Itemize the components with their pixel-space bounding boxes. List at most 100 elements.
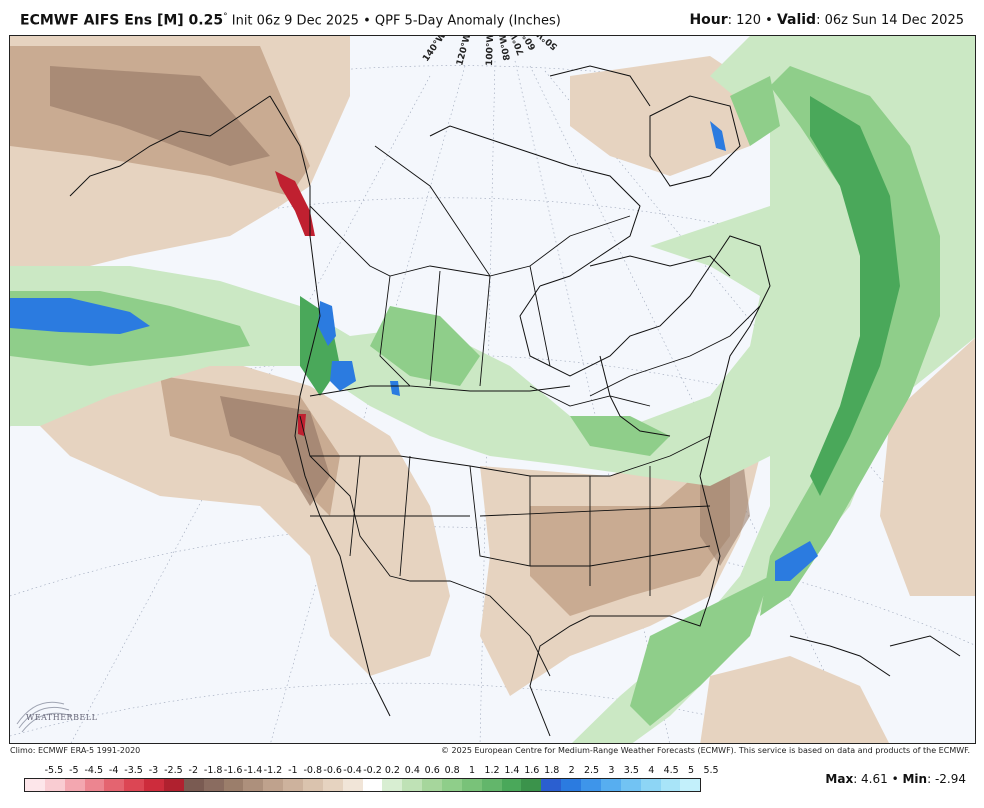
colorbar-swatch bbox=[640, 779, 661, 791]
model-name: ECMWF AIFS Ens [M] 0.25 bbox=[20, 12, 224, 29]
colorbar-tick-label: 1.4 bbox=[504, 765, 520, 776]
colorbar-tick-label: -4.5 bbox=[84, 765, 104, 776]
hour-value: : 120 bbox=[727, 13, 761, 28]
colorbar-swatch bbox=[521, 779, 542, 791]
anomaly-shading bbox=[10, 36, 975, 743]
min-value: : -2.94 bbox=[927, 772, 966, 786]
colorbar-tick-label: 4 bbox=[648, 765, 655, 776]
map-panel[interactable]: 140°W 120°W 100°W 80°W 70°W 60°W 50°W bbox=[9, 35, 976, 744]
colorbar-swatch bbox=[144, 779, 165, 791]
product-name: QPF 5-Day Anomaly (Inches) bbox=[374, 13, 561, 29]
colorbar-swatch bbox=[402, 779, 423, 791]
colorbar-tick-label: 1.8 bbox=[544, 765, 560, 776]
lon-label: 120°W bbox=[455, 36, 473, 67]
colorbar-swatch bbox=[342, 779, 363, 791]
colorbar-swatch bbox=[223, 779, 244, 791]
colorbar-tick-label: -2 bbox=[188, 765, 199, 776]
colorbar-swatch bbox=[382, 779, 403, 791]
max-label: Max bbox=[825, 772, 854, 786]
colorbar-tick-label: -5.5 bbox=[44, 765, 64, 776]
colorbar-swatch bbox=[322, 779, 343, 791]
colorbar-swatch bbox=[124, 779, 145, 791]
colorbar-tick-label: -5 bbox=[69, 765, 79, 776]
climo-note: Climo: ECMWF ERA-5 1991-2020 bbox=[10, 746, 141, 755]
colorbar-swatch bbox=[283, 779, 304, 791]
colorbar bbox=[24, 778, 701, 792]
valid-label: Valid bbox=[776, 12, 817, 28]
colorbar-swatch bbox=[481, 779, 502, 791]
colorbar-tick-label: -1.2 bbox=[263, 765, 283, 776]
colorbar-swatch bbox=[362, 779, 383, 791]
colorbar-swatch bbox=[600, 779, 621, 791]
colorbar-tick-label: -1.6 bbox=[223, 765, 243, 776]
colorbar-swatch bbox=[164, 779, 184, 791]
colorbar-tick-label: -4 bbox=[108, 765, 119, 776]
colorbar-swatch bbox=[303, 779, 323, 791]
longitude-labels: 140°W 120°W 100°W 80°W 70°W 60°W 50°W bbox=[421, 36, 560, 67]
colorbar-swatch bbox=[541, 779, 562, 791]
colorbar-tick-label: -0.8 bbox=[303, 765, 323, 776]
colorbar-tick-label: 0.4 bbox=[404, 765, 420, 776]
hour-label: Hour bbox=[689, 12, 728, 28]
copyright-note: © 2025 European Centre for Medium-Range … bbox=[441, 746, 970, 755]
colorbar-tick-label: 3.5 bbox=[623, 765, 639, 776]
colorbar-swatch bbox=[203, 779, 224, 791]
colorbar-tick-label: -1 bbox=[288, 765, 298, 776]
valid-value: : 06z Sun 14 Dec 2025 bbox=[816, 13, 964, 28]
colorbar-tick-label: 0.6 bbox=[424, 765, 440, 776]
colorbar-swatch bbox=[620, 779, 641, 791]
colorbar-tick-label: -2.5 bbox=[164, 765, 183, 776]
colorbar-tick-label: 0.2 bbox=[384, 765, 400, 776]
colorbar-tick-label: 2 bbox=[568, 765, 575, 776]
colorbar-tick-label: -3 bbox=[148, 765, 159, 776]
colorbar-swatch bbox=[64, 779, 85, 791]
header: ECMWF AIFS Ens [M] 0.25° Init 06z 9 Dec … bbox=[0, 0, 984, 34]
max-value: : 4.61 bbox=[853, 772, 888, 786]
lon-label: 140°W bbox=[421, 36, 448, 64]
precip-anomaly-map: 140°W 120°W 100°W 80°W 70°W 60°W 50°W bbox=[10, 36, 975, 743]
colorbar-swatch bbox=[501, 779, 522, 791]
colorbar-tick-label: 2.5 bbox=[583, 765, 600, 776]
colorbar-swatch bbox=[44, 779, 65, 791]
colorbar-swatch bbox=[561, 779, 582, 791]
colorbar-tick-label: -1.8 bbox=[203, 765, 223, 776]
colorbar-tick-label: -0.6 bbox=[323, 765, 342, 776]
valid-separator: • bbox=[761, 13, 777, 28]
map-title: ECMWF AIFS Ens [M] 0.25° Init 06z 9 Dec … bbox=[20, 12, 561, 29]
colorbar-swatch bbox=[84, 779, 105, 791]
colorbar-tick-label: -3.5 bbox=[124, 765, 143, 776]
colorbar-tick-label: 0.8 bbox=[444, 765, 460, 776]
colorbar-tick-label: 1 bbox=[469, 765, 476, 776]
colorbar-tick-label: 1.2 bbox=[484, 765, 500, 776]
maxmin-separator: • bbox=[887, 772, 903, 786]
colorbar-swatch bbox=[263, 779, 284, 791]
colorbar-swatch bbox=[243, 779, 264, 791]
min-label: Min bbox=[902, 772, 928, 786]
logo-text: WEATHERBELL bbox=[26, 713, 98, 722]
colorbar-tick-label: 1.6 bbox=[524, 765, 540, 776]
colorbar-swatch bbox=[461, 779, 482, 791]
title-separator: • bbox=[358, 13, 375, 29]
weatherbell-logo bbox=[16, 701, 73, 733]
degree-symbol: ° bbox=[223, 12, 228, 22]
lon-label: 100°W bbox=[485, 36, 496, 66]
colorbar-labels: -5.5 -5 -4.5 -4 -3.5 -3 -2.5 -2 -1.8 -1.6 -1.4 -1.2… bbox=[24, 765, 719, 777]
colorbar-tick-label: 5.5 bbox=[703, 765, 719, 776]
colorbar-tick-label: 5 bbox=[688, 765, 695, 776]
colorbar-swatch bbox=[581, 779, 601, 791]
colorbar-swatch bbox=[680, 779, 701, 791]
colorbar-swatch bbox=[442, 779, 462, 791]
colorbar-tick-label: -0.2 bbox=[363, 765, 382, 776]
colorbar-tick-label: -0.4 bbox=[343, 765, 362, 776]
colorbar-swatch bbox=[25, 779, 45, 791]
valid-time-title: Hour: 120 • Valid: 06z Sun 14 Dec 2025 bbox=[689, 12, 964, 28]
colorbar-tick-label: 3 bbox=[608, 765, 615, 776]
init-time: Init 06z 9 Dec 2025 bbox=[227, 13, 359, 29]
colorbar-swatch bbox=[183, 779, 204, 791]
lon-label: 80°W bbox=[498, 36, 513, 61]
boundaries bbox=[299, 145, 761, 677]
colorbar-swatch bbox=[422, 779, 443, 791]
colorbar-tick-label: -1.4 bbox=[243, 765, 263, 776]
colorbar-tick-label: 4.5 bbox=[663, 765, 679, 776]
colorbar-swatch bbox=[104, 779, 125, 791]
